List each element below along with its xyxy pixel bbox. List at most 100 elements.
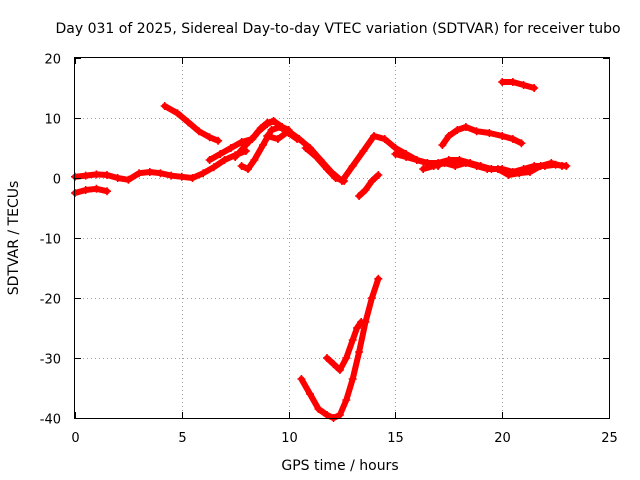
data-point <box>348 375 357 383</box>
data-point <box>297 375 306 383</box>
data-point <box>269 117 278 125</box>
data-point <box>92 170 101 179</box>
data-point <box>205 133 214 142</box>
data-point <box>367 294 376 302</box>
data-point <box>504 171 513 179</box>
data-point <box>306 390 314 398</box>
data-point <box>517 139 526 148</box>
data-point <box>519 81 528 89</box>
data-point <box>256 124 265 133</box>
data-point <box>199 169 208 178</box>
series-arc-13 <box>356 172 382 199</box>
x-tick-label: 0 <box>71 431 79 446</box>
y-tick-label: -20 <box>40 293 61 308</box>
data-point <box>273 135 282 143</box>
data-point <box>329 360 338 368</box>
data-point <box>429 162 438 170</box>
data-point <box>374 274 383 283</box>
y-tick-label: -10 <box>40 233 61 248</box>
data-point <box>558 162 566 170</box>
data-point <box>526 168 534 176</box>
data-point <box>205 156 214 164</box>
tick-layer: 0 5 10 15 20 25 -40 -30 -20 -10 0 10 20 <box>40 53 618 447</box>
y-tick-label: -30 <box>40 353 61 368</box>
data-point <box>547 159 556 167</box>
y-axis-label: SDTVAR / TECUs <box>6 181 22 296</box>
data-point <box>156 169 165 178</box>
data-point <box>323 354 331 362</box>
data-point <box>216 150 225 158</box>
data-point <box>498 132 507 140</box>
data-point <box>250 132 259 140</box>
data-point <box>472 127 481 136</box>
data-point <box>335 366 344 374</box>
data-point <box>530 84 539 92</box>
data-point <box>301 144 310 152</box>
data-point <box>241 141 250 149</box>
x-tick-label: 15 <box>387 431 404 446</box>
data-point <box>177 172 186 181</box>
data-point <box>412 156 421 164</box>
data-point <box>259 141 267 149</box>
data-point <box>380 135 389 143</box>
data-point <box>438 141 447 149</box>
y-tick-label: 10 <box>44 113 61 128</box>
data-point <box>237 138 246 146</box>
data-point <box>323 165 331 173</box>
data-point <box>451 162 460 170</box>
grid-layer <box>75 58 609 418</box>
data-point <box>194 127 203 136</box>
data-point <box>113 174 122 182</box>
data-point <box>342 354 351 362</box>
data-point <box>348 162 357 170</box>
data-point <box>295 135 304 143</box>
data-point <box>402 153 411 161</box>
data-point <box>135 169 144 178</box>
data-point <box>508 78 517 86</box>
data-point <box>361 186 370 194</box>
y-tick-label: -40 <box>40 413 61 428</box>
series-arc-12 <box>499 79 538 91</box>
data-point <box>498 78 507 86</box>
data-point <box>312 153 321 161</box>
data-point <box>508 135 517 143</box>
data-point <box>263 118 272 127</box>
x-tick-label: 10 <box>281 431 298 446</box>
data-point <box>355 192 364 200</box>
chart-title: Day 031 of 2025, Sidereal Day-to-day VTE… <box>55 21 620 37</box>
data-point <box>419 165 428 173</box>
data-point <box>357 318 366 326</box>
data-point <box>335 411 344 419</box>
data-point <box>493 165 502 173</box>
data-point <box>374 171 383 179</box>
data-point <box>92 184 101 193</box>
data-point <box>267 126 276 134</box>
x-tick-label: 25 <box>601 431 618 446</box>
data-point <box>124 175 133 184</box>
data-point <box>453 126 462 134</box>
data-point <box>160 102 169 110</box>
data-point <box>472 162 481 170</box>
data-point <box>81 186 90 194</box>
data-point <box>167 171 176 180</box>
data-point <box>226 144 235 152</box>
data-point <box>323 411 331 419</box>
data-point <box>184 118 193 127</box>
data-point <box>284 127 293 136</box>
data-point <box>391 150 400 158</box>
series-layer <box>71 78 571 422</box>
data-point <box>103 187 111 196</box>
data-point <box>485 129 494 137</box>
series-arc-8 <box>302 145 348 184</box>
x-tick-label: 20 <box>494 431 511 446</box>
data-point <box>367 177 376 185</box>
data-point <box>483 165 492 173</box>
data-point <box>209 163 218 172</box>
data-point <box>342 396 351 404</box>
data-point <box>250 156 259 164</box>
data-point <box>231 153 240 161</box>
plot-frame <box>74 57 610 419</box>
x-tick-label: 5 <box>178 431 186 446</box>
data-point <box>188 174 197 182</box>
